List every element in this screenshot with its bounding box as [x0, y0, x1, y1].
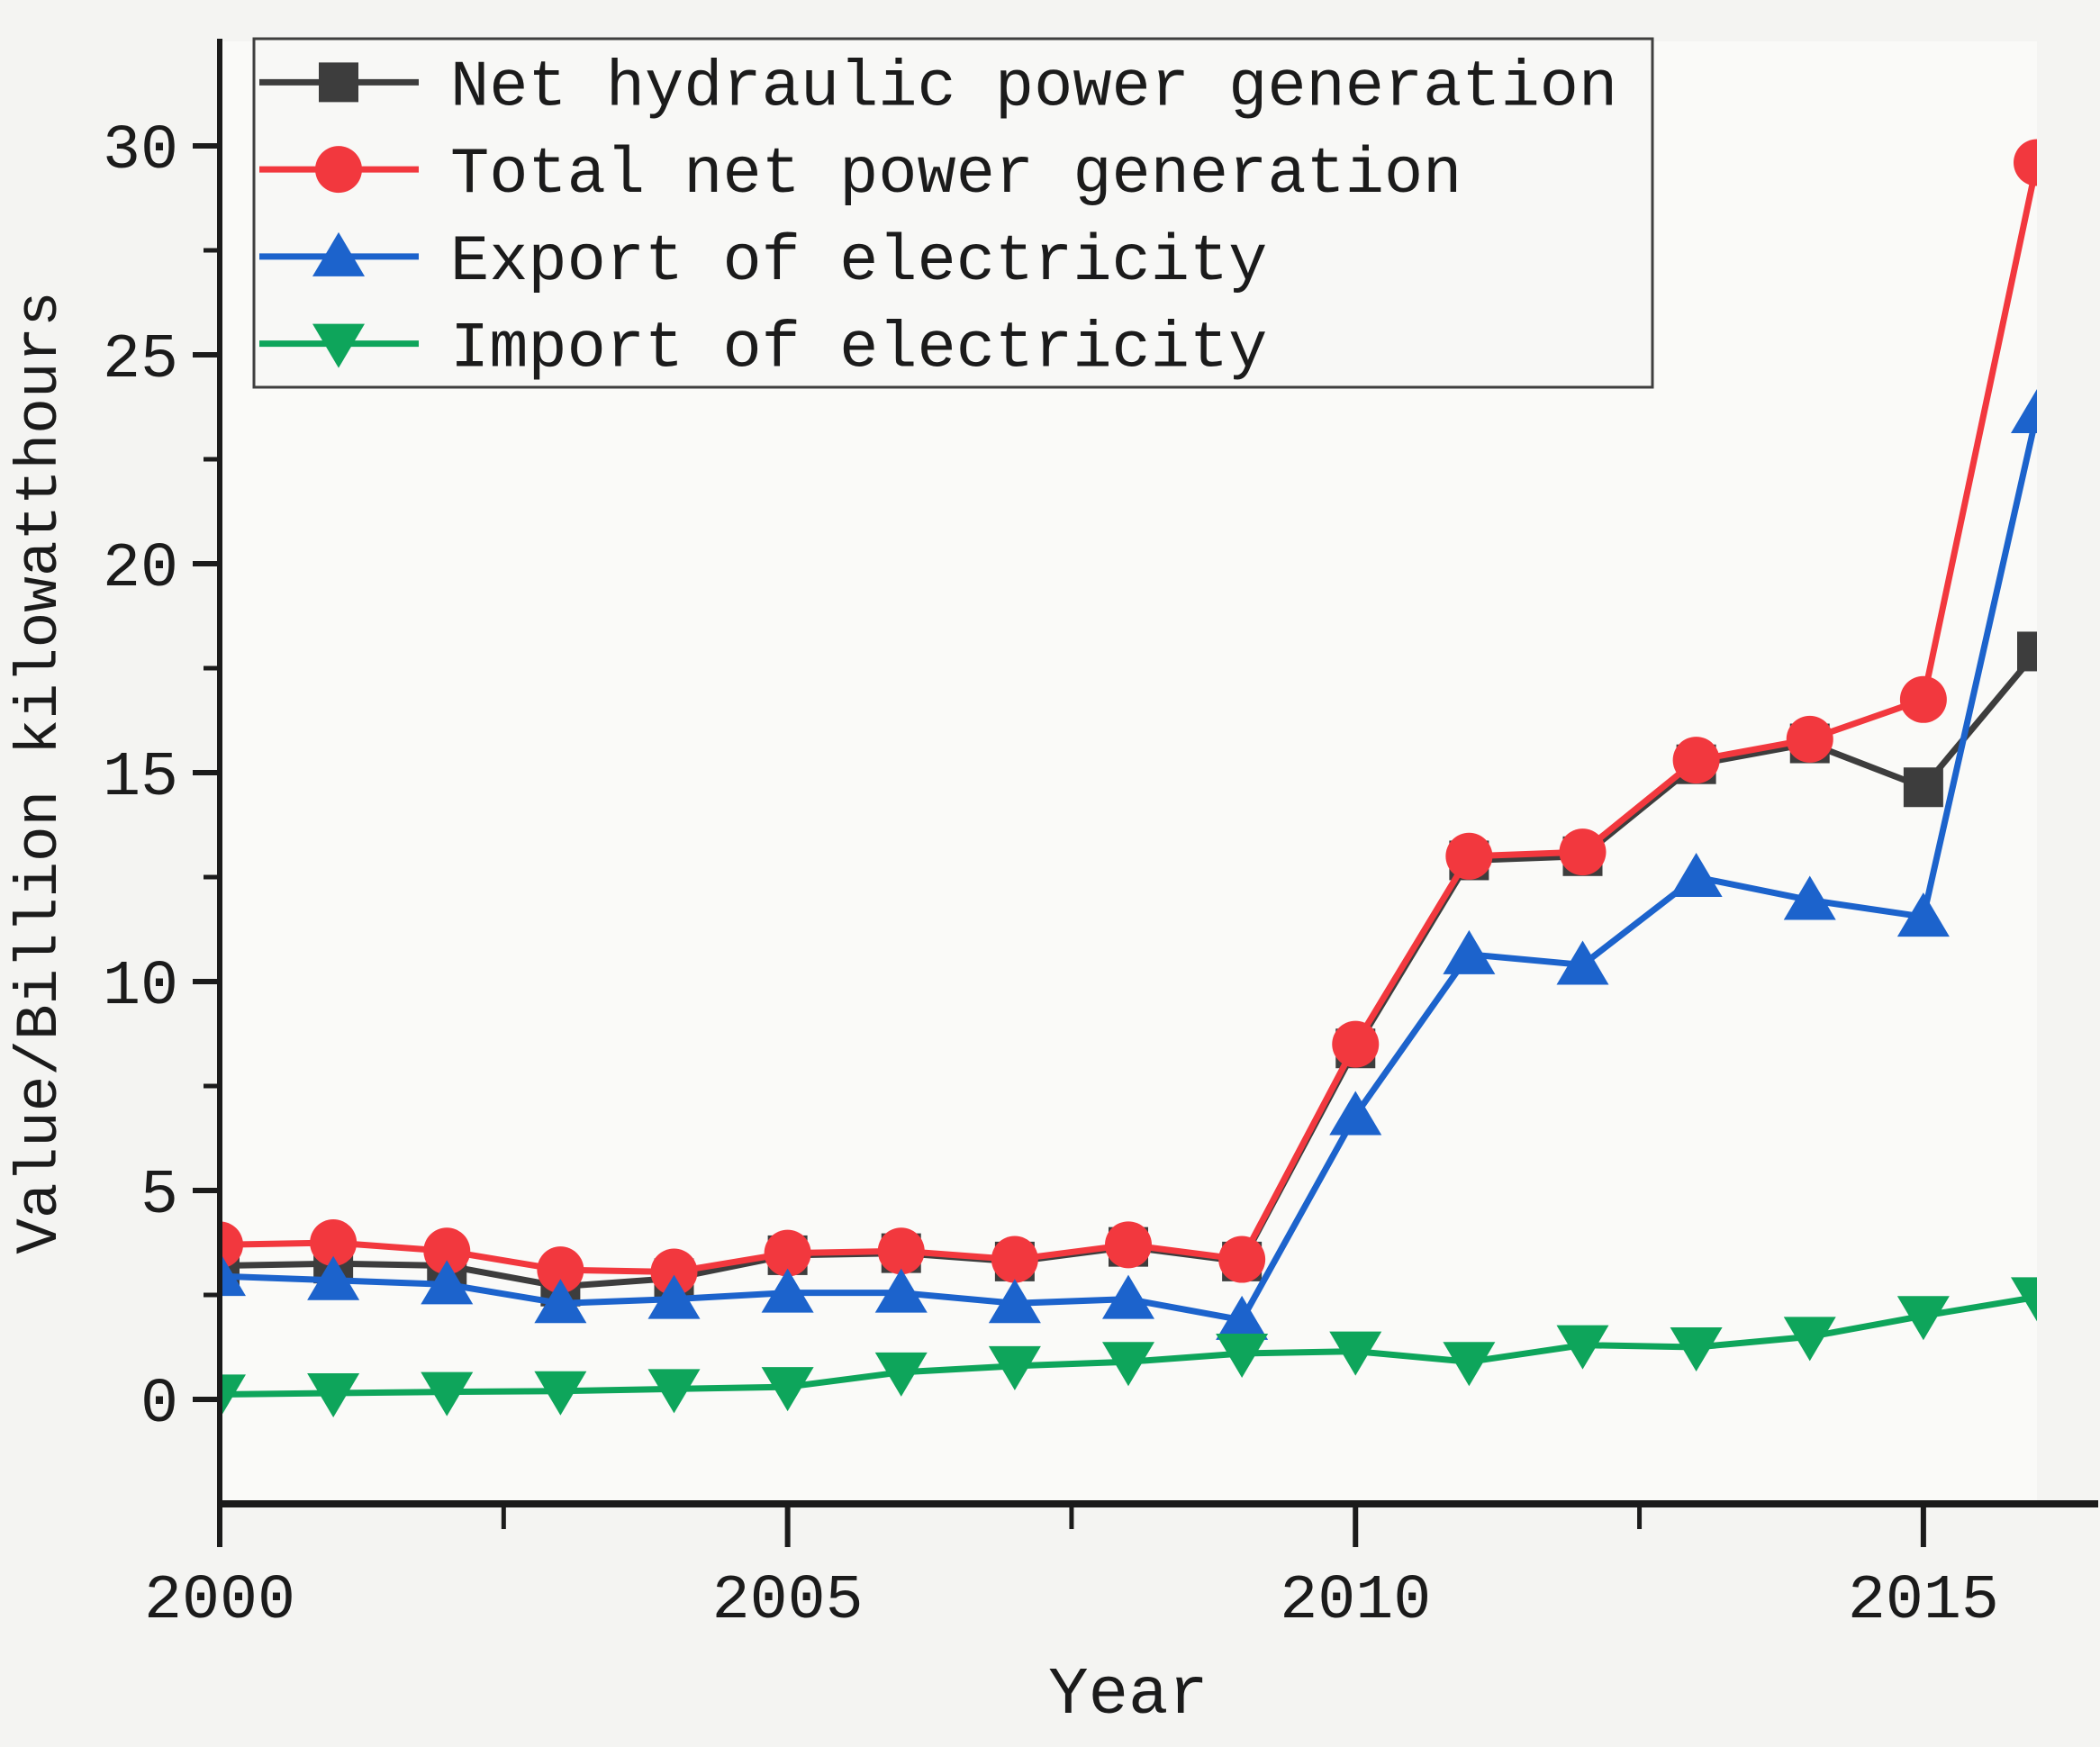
data-point-total-net-power-generation-2009: [1218, 1236, 1266, 1283]
data-point-import-of-electricity-2009: [1216, 1333, 1269, 1378]
data-point-export-of-electricity-2013: [1670, 853, 1723, 897]
legend-label: Total net power generation: [450, 138, 1462, 212]
y-tick-label: 25: [103, 325, 178, 396]
x-tick-label: 2015: [1848, 1566, 1999, 1637]
legend-label: Net hydraulic power generation: [450, 50, 1617, 124]
data-point-total-net-power-generation-2010: [1332, 1020, 1380, 1068]
data-point-total-net-power-generation-2015: [1899, 675, 1947, 723]
legend-label: Export of electricity: [450, 225, 1267, 299]
data-point-import-of-electricity-2008: [1102, 1342, 1154, 1387]
x-tick-label: 2000: [144, 1566, 295, 1637]
legend-triangle-down-icon: [312, 323, 365, 368]
data-point-import-of-electricity-2002: [421, 1371, 474, 1417]
data-point-import-of-electricity-2003: [534, 1371, 587, 1416]
data-point-export-of-electricity-2007: [988, 1279, 1041, 1324]
y-tick-label: 5: [140, 1161, 178, 1232]
legend-triangle-up-icon: [312, 231, 365, 276]
legend-label: Import of electricity: [450, 312, 1267, 386]
data-point-total-net-power-generation-2004: [650, 1248, 698, 1296]
data-point-total-net-power-generation-2008: [1105, 1221, 1152, 1269]
data-point-export-of-electricity-2009: [1216, 1295, 1269, 1340]
data-point-export-of-electricity-2005: [761, 1268, 814, 1313]
y-tick-label: 30: [103, 116, 178, 187]
data-point-import-of-electricity-2015: [1896, 1296, 1950, 1341]
legend-item-total-net-power-generation: Total net power generation: [259, 138, 1462, 212]
data-point-total-net-power-generation-2012: [1559, 828, 1607, 876]
y-axis-title: Value/Billion kilowatthours: [6, 291, 74, 1254]
data-point-total-net-power-generation-2002: [423, 1227, 471, 1275]
data-point-net-hydraulic-power-generation-2016: [2017, 631, 2037, 672]
data-point-export-of-electricity-2006: [874, 1268, 928, 1313]
data-point-export-of-electricity-2011: [1443, 929, 1496, 974]
data-point-total-net-power-generation-2000: [220, 1221, 243, 1269]
x-axis-title: Year: [1048, 1658, 1208, 1733]
data-point-export-of-electricity-2001: [307, 1255, 360, 1300]
series-import-of-electricity: [220, 1277, 2037, 1419]
data-point-import-of-electricity-2010: [1329, 1331, 1382, 1376]
data-point-import-of-electricity-2004: [647, 1369, 701, 1414]
x-tick-label: 2010: [1280, 1566, 1431, 1637]
series-total-net-power-generation: [220, 139, 2037, 1296]
data-point-import-of-electricity-2014: [1783, 1317, 1836, 1362]
data-point-export-of-electricity-2015: [1896, 892, 1950, 937]
legend-item-export-of-electricity: Export of electricity: [259, 225, 1267, 299]
data-point-total-net-power-generation-2014: [1786, 715, 1833, 763]
data-point-net-hydraulic-power-generation-2015: [1903, 767, 1943, 808]
data-point-import-of-electricity-2011: [1443, 1342, 1496, 1387]
y-tick-label: 0: [140, 1370, 178, 1441]
data-point-import-of-electricity-2013: [1670, 1327, 1723, 1371]
data-point-export-of-electricity-2016: [2011, 388, 2037, 433]
legend-item-import-of-electricity: Import of electricity: [259, 312, 1267, 386]
legend-box: [252, 37, 1654, 389]
legend: Net hydraulic power generation Total net …: [252, 37, 1654, 389]
data-point-total-net-power-generation-2016: [2014, 139, 2037, 186]
data-point-export-of-electricity-2002: [421, 1260, 474, 1305]
y-tick-label: 20: [103, 534, 178, 605]
data-point-total-net-power-generation-2003: [537, 1246, 584, 1294]
legend-item-net-hydraulic-power-generation: Net hydraulic power generation: [259, 50, 1617, 124]
data-point-total-net-power-generation-2007: [991, 1236, 1038, 1283]
data-point-export-of-electricity-2014: [1783, 875, 1836, 920]
data-point-import-of-electricity-2001: [307, 1373, 360, 1418]
legend-circle-icon: [315, 146, 362, 194]
x-tick-label: 2005: [712, 1566, 864, 1637]
data-point-export-of-electricity-2004: [647, 1274, 701, 1319]
data-point-import-of-electricity-2007: [988, 1345, 1041, 1390]
series-layer: [220, 139, 2037, 1419]
data-point-export-of-electricity-2010: [1329, 1091, 1382, 1136]
data-point-import-of-electricity-2016: [2011, 1277, 2037, 1322]
data-point-import-of-electricity-2000: [220, 1374, 246, 1419]
y-tick-label: 15: [103, 743, 178, 814]
data-point-import-of-electricity-2006: [874, 1352, 928, 1397]
y-tick-label: 10: [103, 952, 178, 1023]
data-point-total-net-power-generation-2011: [1445, 832, 1493, 880]
data-point-import-of-electricity-2012: [1556, 1325, 1609, 1370]
legend-square-icon: [319, 62, 358, 103]
data-point-total-net-power-generation-2001: [310, 1219, 358, 1266]
axes: 0 5 10 15 20 25 30 2000 2005 2010 2015: [103, 39, 2098, 1637]
data-point-export-of-electricity-2000: [220, 1252, 246, 1297]
data-point-export-of-electricity-2008: [1102, 1274, 1154, 1319]
data-point-export-of-electricity-2003: [534, 1279, 587, 1324]
data-point-export-of-electricity-2012: [1556, 940, 1609, 985]
data-point-total-net-power-generation-2006: [877, 1227, 925, 1275]
data-point-total-net-power-generation-2013: [1672, 737, 1720, 784]
data-point-import-of-electricity-2005: [761, 1367, 814, 1412]
data-point-total-net-power-generation-2005: [764, 1229, 811, 1277]
series-export-of-electricity: [220, 388, 2037, 1340]
